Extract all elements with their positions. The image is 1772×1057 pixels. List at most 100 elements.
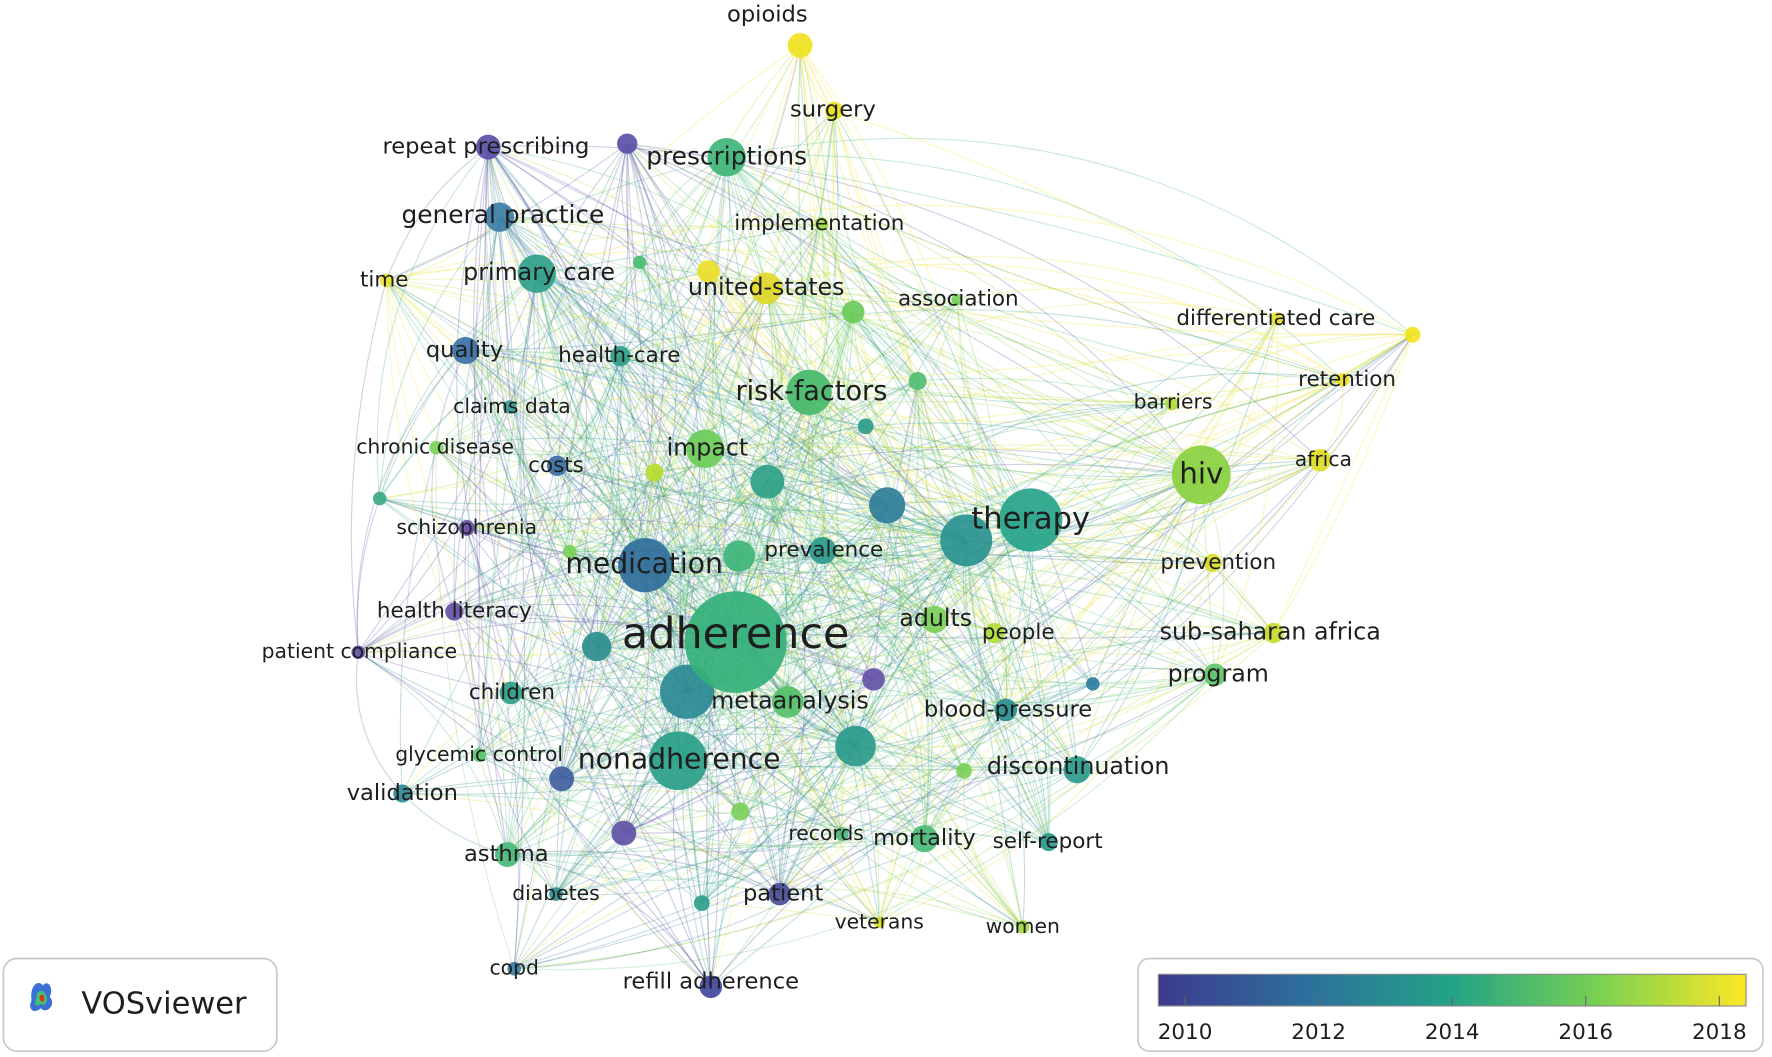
edge — [513, 632, 1274, 970]
edge — [766, 481, 875, 680]
edge — [623, 519, 1032, 834]
edge — [644, 287, 767, 566]
edge — [623, 565, 650, 834]
edge — [499, 216, 880, 923]
edge — [536, 273, 737, 643]
edge — [620, 271, 710, 357]
edge — [435, 45, 801, 449]
edge — [738, 555, 1215, 685]
edge — [678, 760, 1077, 771]
edge — [779, 540, 967, 895]
edge — [507, 745, 856, 857]
edge — [379, 273, 538, 499]
edge — [704, 448, 888, 506]
edge — [1005, 474, 1202, 711]
edge — [822, 550, 1050, 843]
edge — [701, 683, 1093, 904]
node-label: claims data — [453, 394, 571, 418]
edge — [626, 143, 1094, 685]
edge — [487, 147, 511, 408]
edge — [499, 216, 822, 227]
edge — [519, 273, 703, 904]
edge — [704, 448, 1024, 928]
edge — [555, 691, 688, 895]
edge — [822, 550, 935, 620]
edge — [379, 391, 810, 512]
edge — [645, 564, 995, 634]
edge — [766, 256, 1278, 320]
node-label: time — [360, 267, 409, 292]
edge — [627, 143, 822, 225]
edge — [465, 278, 767, 351]
edge — [357, 273, 538, 653]
edge — [965, 540, 1050, 843]
node — [685, 429, 725, 469]
node-label: prevalence — [764, 538, 883, 563]
edge — [487, 146, 1007, 711]
edge — [822, 550, 965, 772]
edge — [878, 674, 1216, 923]
edge — [466, 527, 688, 693]
edge — [499, 216, 919, 382]
edge — [1273, 334, 1414, 634]
edge — [965, 540, 1050, 843]
edge — [402, 691, 688, 795]
edge — [766, 287, 1321, 461]
edge — [386, 278, 1032, 521]
edge — [435, 447, 515, 969]
edge — [779, 334, 1413, 895]
edge — [644, 472, 679, 761]
edge — [1171, 318, 1278, 405]
edge — [509, 406, 1216, 676]
edge — [701, 632, 1274, 904]
edge — [836, 311, 857, 747]
edge — [740, 674, 1215, 813]
edge — [779, 318, 1278, 895]
edge — [453, 611, 625, 834]
edge — [644, 564, 843, 835]
edge — [739, 539, 967, 812]
edge — [402, 777, 1024, 928]
edge — [737, 45, 843, 835]
edge — [510, 692, 788, 719]
edge — [965, 403, 1173, 541]
edge — [879, 562, 1214, 923]
node — [351, 645, 366, 660]
edge — [708, 271, 1031, 521]
edge — [808, 392, 936, 620]
edge — [626, 143, 1202, 476]
edge — [509, 270, 709, 408]
edge — [917, 380, 1051, 843]
edge — [386, 279, 621, 357]
edge — [536, 273, 655, 473]
node — [549, 887, 563, 901]
edge — [514, 902, 702, 970]
edge — [453, 217, 501, 612]
edge — [401, 793, 508, 856]
node-label: patient compliance — [262, 639, 457, 663]
node — [1203, 553, 1222, 573]
edge — [672, 760, 712, 987]
node-label: health literacy — [377, 599, 532, 624]
edge — [509, 406, 888, 512]
edge — [787, 380, 919, 703]
edge — [673, 448, 706, 761]
logo-text: VOSviewer — [81, 986, 247, 1021]
edge — [822, 550, 1078, 771]
edge — [561, 726, 965, 780]
edge — [654, 444, 1321, 474]
edge — [620, 355, 1202, 476]
node — [1270, 312, 1284, 326]
edge — [536, 273, 1031, 521]
edge — [626, 143, 888, 506]
edge — [487, 146, 709, 272]
edge — [385, 146, 489, 281]
edge — [465, 350, 712, 987]
edge — [854, 519, 1031, 747]
edge — [738, 288, 774, 557]
edge — [509, 406, 571, 552]
edge — [514, 674, 1216, 971]
edge — [708, 271, 995, 634]
node — [562, 544, 577, 559]
edge — [639, 261, 958, 301]
